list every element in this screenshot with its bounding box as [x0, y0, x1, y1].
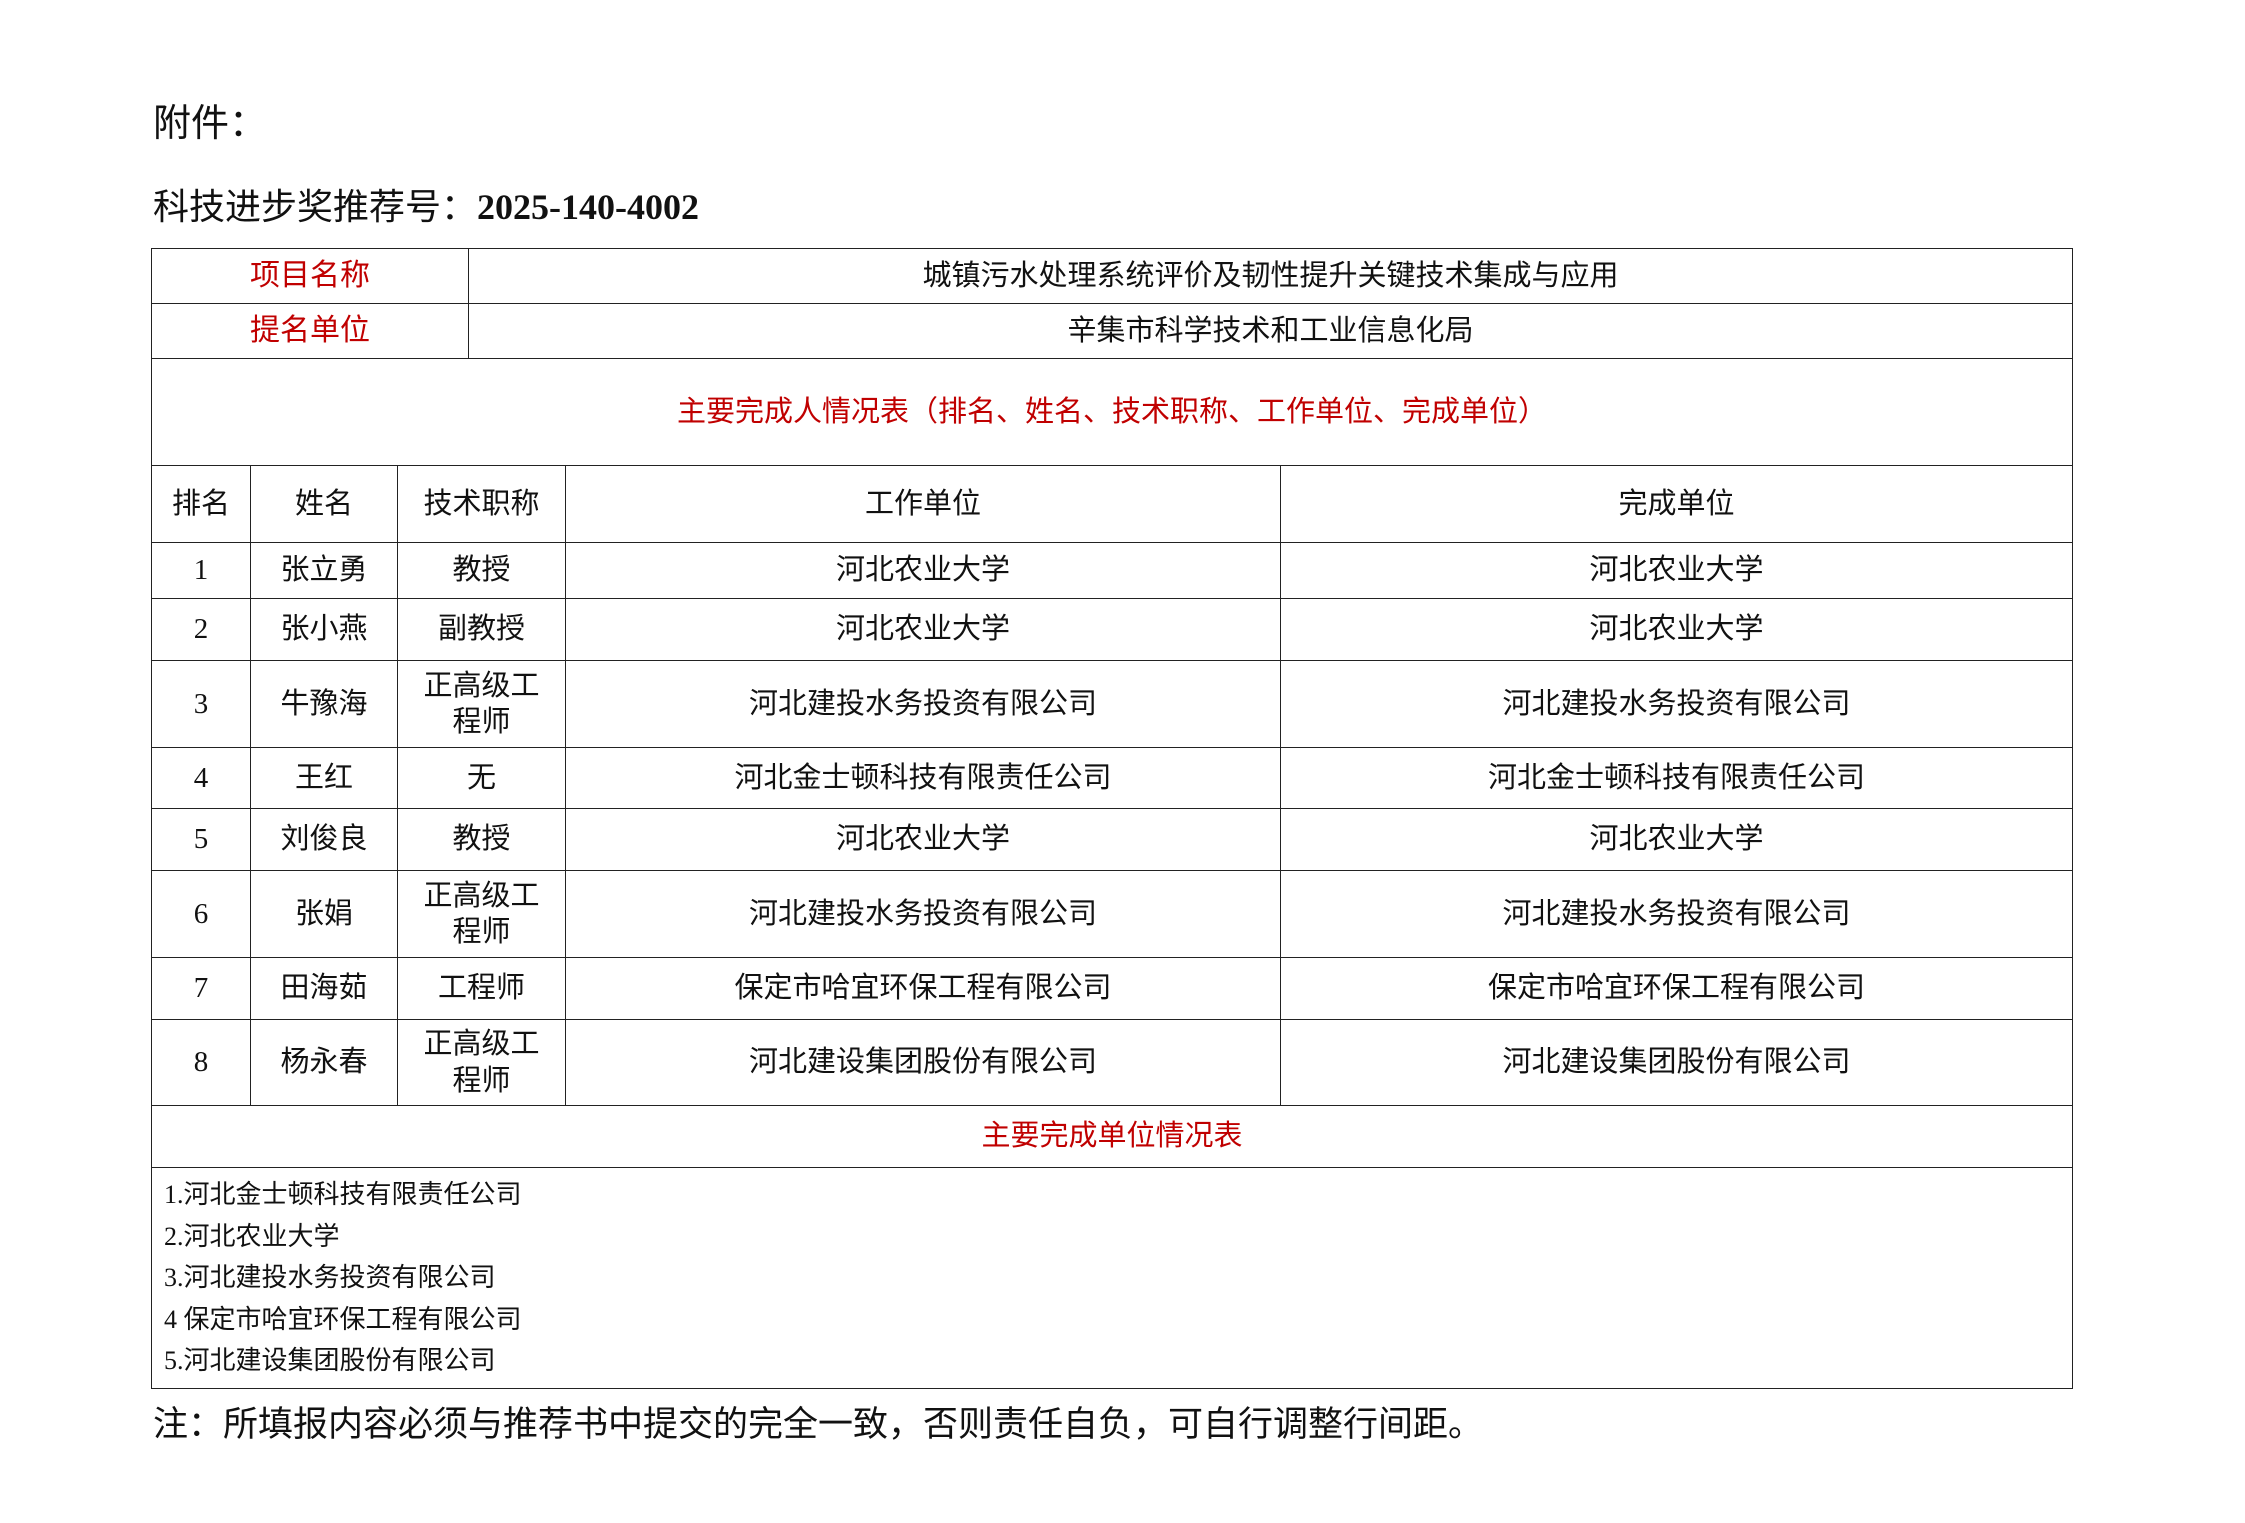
attachment-label: 附件： — [153, 103, 268, 145]
cell-rank: 7 — [151, 957, 251, 1020]
cell-complete-unit: 河北建投水务投资有限公司 — [1280, 870, 2074, 958]
cell-rank: 1 — [151, 542, 251, 599]
recommendation-value: 2025-140-4002 — [477, 187, 699, 227]
cell-title: 工程师 — [396, 957, 567, 1020]
cell-title: 教授 — [396, 542, 567, 599]
units-list: 1.河北金士顿科技有限责任公司 2.河北农业大学 3.河北建投水务投资有限公司 … — [150, 1167, 2074, 1389]
table-row: 3 牛豫海 正高级工程师 河北建投水务投资有限公司 河北建投水务投资有限公司 — [151, 660, 2074, 748]
cell-title: 无 — [396, 747, 567, 809]
persons-header-row: 排名 姓名 技术职称 工作单位 完成单位 — [151, 465, 2074, 543]
cell-rank: 6 — [151, 870, 251, 958]
cell-rank: 3 — [151, 660, 251, 748]
cell-work-unit: 保定市哈宜环保工程有限公司 — [565, 957, 1282, 1020]
cell-title: 正高级工程师 — [396, 1019, 567, 1106]
cell-complete-unit: 保定市哈宜环保工程有限公司 — [1280, 957, 2074, 1020]
nominator-row: 提名单位 辛集市科学技术和工业信息化局 — [150, 303, 2074, 359]
nominator-value: 辛集市科学技术和工业信息化局 — [468, 303, 2074, 359]
cell-complete-unit: 河北农业大学 — [1280, 598, 2074, 661]
persons-table-title: 主要完成人情况表（排名、姓名、技术职称、工作单位、完成单位） — [150, 358, 2074, 466]
cell-complete-unit: 河北建投水务投资有限公司 — [1280, 660, 2074, 748]
cell-rank: 4 — [151, 747, 251, 809]
header-work-unit: 工作单位 — [565, 465, 1282, 543]
cell-name: 张小燕 — [250, 598, 398, 661]
header-title: 技术职称 — [396, 465, 567, 543]
unit-item: 5.河北建设集团股份有限公司 — [164, 1346, 496, 1375]
header-rank: 排名 — [151, 465, 251, 543]
unit-item: 1.河北金士顿科技有限责任公司 — [164, 1180, 522, 1209]
cell-title: 副教授 — [396, 598, 567, 661]
table-row: 4 王红无河北金士顿科技有限责任公司 河北金士顿科技有限责任公司 — [151, 747, 2074, 809]
cell-work-unit: 河北农业大学 — [565, 542, 1282, 599]
cell-work-unit: 河北金士顿科技有限责任公司 — [565, 747, 1282, 809]
cell-name: 张娟 — [250, 870, 398, 958]
header-name: 姓名 — [250, 465, 398, 543]
cell-rank: 5 — [151, 808, 251, 871]
table-row: 7 田海茹 工程师 保定市哈宜环保工程有限公司 保定市哈宜环保工程有限公司 — [151, 957, 2074, 1020]
cell-work-unit: 河北农业大学 — [565, 598, 1282, 661]
cell-name: 刘俊良 — [250, 808, 398, 871]
project-name-value: 城镇污水处理系统评价及韧性提升关键技术集成与应用 — [468, 248, 2074, 304]
cell-rank: 2 — [151, 598, 251, 661]
unit-item: 3.河北建投水务投资有限公司 — [164, 1263, 496, 1292]
cell-complete-unit: 河北建设集团股份有限公司 — [1280, 1019, 2074, 1106]
units-table-title: 主要完成单位情况表 — [150, 1105, 2074, 1168]
cell-name: 张立勇 — [250, 542, 398, 599]
award-table: 项目名称 城镇污水处理系统评价及韧性提升关键技术集成与应用 提名单位 辛集市科学… — [150, 248, 2074, 1389]
cell-work-unit: 河北建投水务投资有限公司 — [565, 660, 1282, 748]
cell-complete-unit: 河北金士顿科技有限责任公司 — [1280, 747, 2074, 809]
project-name-label: 项目名称 — [150, 248, 470, 304]
cell-complete-unit: 河北农业大学 — [1280, 542, 2074, 599]
cell-name: 田海茹 — [250, 957, 398, 1020]
cell-work-unit: 河北农业大学 — [565, 808, 1282, 871]
cell-name: 杨永春 — [250, 1019, 398, 1106]
unit-item: 4 保定市哈宜环保工程有限公司 — [164, 1304, 522, 1334]
cell-title: 正高级工程师 — [396, 870, 567, 958]
nominator-label: 提名单位 — [150, 303, 470, 359]
table-row: 1 张立勇 教授 河北农业大学 河北农业大学 — [151, 542, 2074, 599]
project-name-row: 项目名称 城镇污水处理系统评价及韧性提升关键技术集成与应用 — [150, 248, 2074, 304]
cell-rank: 8 — [151, 1019, 251, 1106]
table-row: 8 杨永春 正高级工程师 河北建设集团股份有限公司 河北建设集团股份有限公司 — [151, 1019, 2074, 1106]
table-row: 2 张小燕 副教授 河北农业大学 河北农业大学 — [151, 598, 2074, 661]
cell-work-unit: 河北建投水务投资有限公司 — [565, 870, 1282, 958]
recommendation-number: 科技进步奖推荐号：2025-140-4002 — [153, 178, 699, 230]
header-complete-unit: 完成单位 — [1280, 465, 2074, 543]
cell-name: 牛豫海 — [250, 660, 398, 748]
note: 注：所填报内容必须与推荐书中提交的完全一致，否则责任自负，可自行调整行间距。 — [153, 1405, 1484, 1444]
table-row: 5 刘俊良 教授 河北农业大学 河北农业大学 — [151, 808, 2074, 871]
cell-work-unit: 河北建设集团股份有限公司 — [565, 1019, 1282, 1106]
recommendation-label: 科技进步奖推荐号： — [153, 187, 478, 227]
cell-title: 教授 — [396, 808, 567, 871]
unit-item: 2.河北农业大学 — [164, 1221, 340, 1251]
cell-name: 王红 — [250, 747, 398, 809]
cell-complete-unit: 河北农业大学 — [1280, 808, 2074, 871]
cell-title: 正高级工程师 — [396, 660, 567, 748]
table-row: 6 张娟 正高级工程师 河北建投水务投资有限公司 河北建投水务投资有限公司 — [151, 870, 2074, 958]
